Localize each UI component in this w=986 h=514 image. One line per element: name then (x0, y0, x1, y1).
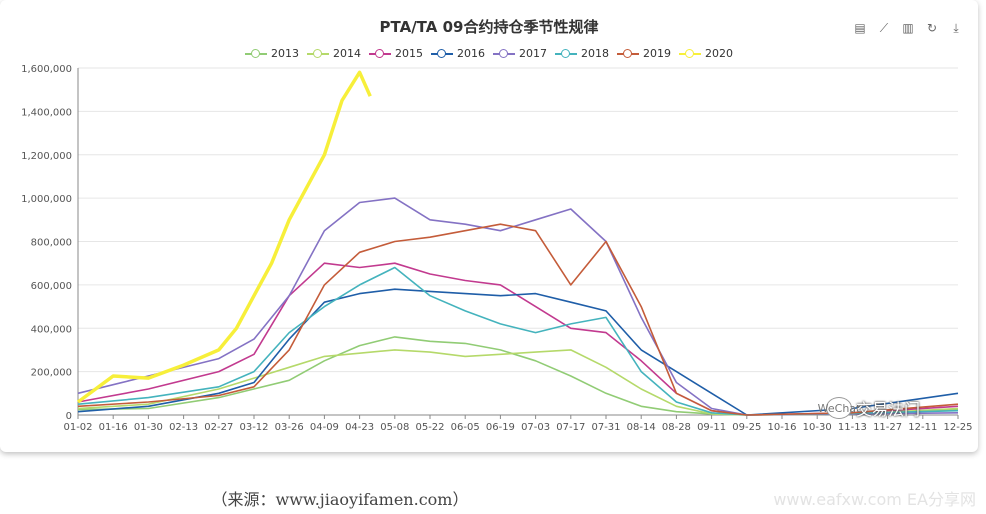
legend-swatch-2015 (369, 48, 391, 59)
legend-swatch-2018 (555, 48, 577, 59)
series-line-2020 (76, 70, 372, 404)
series-line-2015 (77, 262, 959, 416)
wechat-icon: WeChat (818, 397, 860, 419)
chart-title: PTA/TA 09合约持仓季节性规律 (379, 18, 599, 36)
badge-label: 交易法门 (856, 400, 921, 419)
source-caption: （来源：www.jiaoyifamen.com） (211, 490, 469, 509)
series-line-2014 (77, 349, 959, 416)
x-tick-label: 09-25 (732, 422, 761, 433)
x-tick-label: 04-23 (345, 422, 374, 433)
chart-legend: 2013 2014 2015 2016 2017 2018 2019 2020 (0, 47, 978, 60)
x-tick-label: 06-19 (486, 422, 515, 433)
x-tick-label: 04-09 (310, 422, 339, 433)
chart-toolbox: ▤ ⟋ ▥ ↻ ⤓ (852, 20, 964, 36)
x-tick-label: 11-13 (838, 422, 867, 433)
y-tick-label: 400,000 (31, 324, 72, 335)
legend-swatch-2019 (617, 48, 639, 59)
x-tick-label: 08-28 (662, 422, 691, 433)
x-tick-label: 10-30 (803, 422, 832, 433)
x-tick-label: 07-31 (591, 422, 620, 433)
restore-icon[interactable]: ↻ (926, 21, 938, 35)
y-tick-label: 800,000 (31, 238, 72, 249)
y-tick-label: 1,000,000 (21, 194, 72, 205)
y-tick-label: 1,600,000 (21, 64, 72, 75)
x-tick-label: 09-11 (697, 422, 726, 433)
legend-swatch-2016 (431, 48, 453, 59)
y-tick-label: 200,000 (31, 368, 72, 379)
legend-item-2020[interactable]: 2020 (679, 47, 733, 60)
x-tick-label: 07-17 (556, 422, 585, 433)
legend-label: 2020 (705, 47, 733, 60)
bar-chart-icon[interactable]: ▥ (902, 21, 914, 35)
legend-swatch-2017 (493, 48, 515, 59)
y-tick-label: 0 (66, 411, 72, 422)
legend-label: 2018 (581, 47, 609, 60)
x-tick-label: 03-26 (275, 422, 304, 433)
y-tick-label: 1,400,000 (21, 107, 72, 118)
x-tick-label: 01-02 (63, 422, 92, 433)
series-line-2017 (77, 197, 959, 416)
legend-label: 2014 (333, 47, 361, 60)
legend-label: 2016 (457, 47, 485, 60)
legend-swatch-2014 (307, 48, 329, 59)
legend-item-2019[interactable]: 2019 (617, 47, 671, 60)
x-tick-label: 12-25 (943, 422, 972, 433)
x-tick-label: 12-11 (908, 422, 937, 433)
plot-area: 0 200,000 400,000 600,000 800,000 1,000,000 1,… (21, 64, 972, 433)
line-chart-icon[interactable]: ⟋ (879, 20, 889, 35)
legend-label: 2017 (519, 47, 547, 60)
x-tick-label: 02-13 (169, 422, 198, 433)
legend-item-2015[interactable]: 2015 (369, 47, 423, 60)
x-tick-label: 11-27 (873, 422, 902, 433)
x-tick-label: 01-30 (134, 422, 163, 433)
y-tick-label: 1,200,000 (21, 151, 72, 162)
x-tick-label: 05-22 (415, 422, 444, 433)
x-tick-label: 03-12 (239, 422, 268, 433)
legend-swatch-2020 (679, 48, 701, 59)
x-tick-label: 01-16 (99, 422, 128, 433)
x-tick-label: 06-05 (451, 422, 480, 433)
series-line-2016 (77, 288, 959, 416)
site-watermark: www.eafxw.com EA分享网 (773, 490, 976, 509)
legend-label: 2015 (395, 47, 423, 60)
y-tick-label: 600,000 (31, 281, 72, 292)
legend-item-2014[interactable]: 2014 (307, 47, 361, 60)
x-tick-label: 10-16 (767, 422, 796, 433)
legend-item-2017[interactable]: 2017 (493, 47, 547, 60)
legend-item-2013[interactable]: 2013 (245, 47, 299, 60)
chart-card: PTA/TA 09合约持仓季节性规律 ▤ ⟋ ▥ ↻ ⤓ 2013 2014 201… (0, 18, 978, 433)
data-view-icon[interactable]: ▤ (854, 21, 866, 35)
x-tick-label: 02-27 (204, 422, 233, 433)
series-line-2018 (77, 266, 959, 416)
x-tick-label: 08-14 (627, 422, 656, 433)
x-tick-label: 07-03 (521, 422, 550, 433)
legend-label: 2019 (643, 47, 671, 60)
series-line-2019 (77, 223, 959, 416)
legend-item-2018[interactable]: 2018 (555, 47, 609, 60)
download-icon[interactable]: ⤓ (953, 20, 959, 35)
x-tick-label: 05-08 (380, 422, 409, 433)
legend-label: 2013 (271, 47, 299, 60)
legend-item-2016[interactable]: 2016 (431, 47, 485, 60)
wechat-badge: WeChat 交易法门 (818, 396, 921, 420)
legend-swatch-2013 (245, 48, 267, 59)
